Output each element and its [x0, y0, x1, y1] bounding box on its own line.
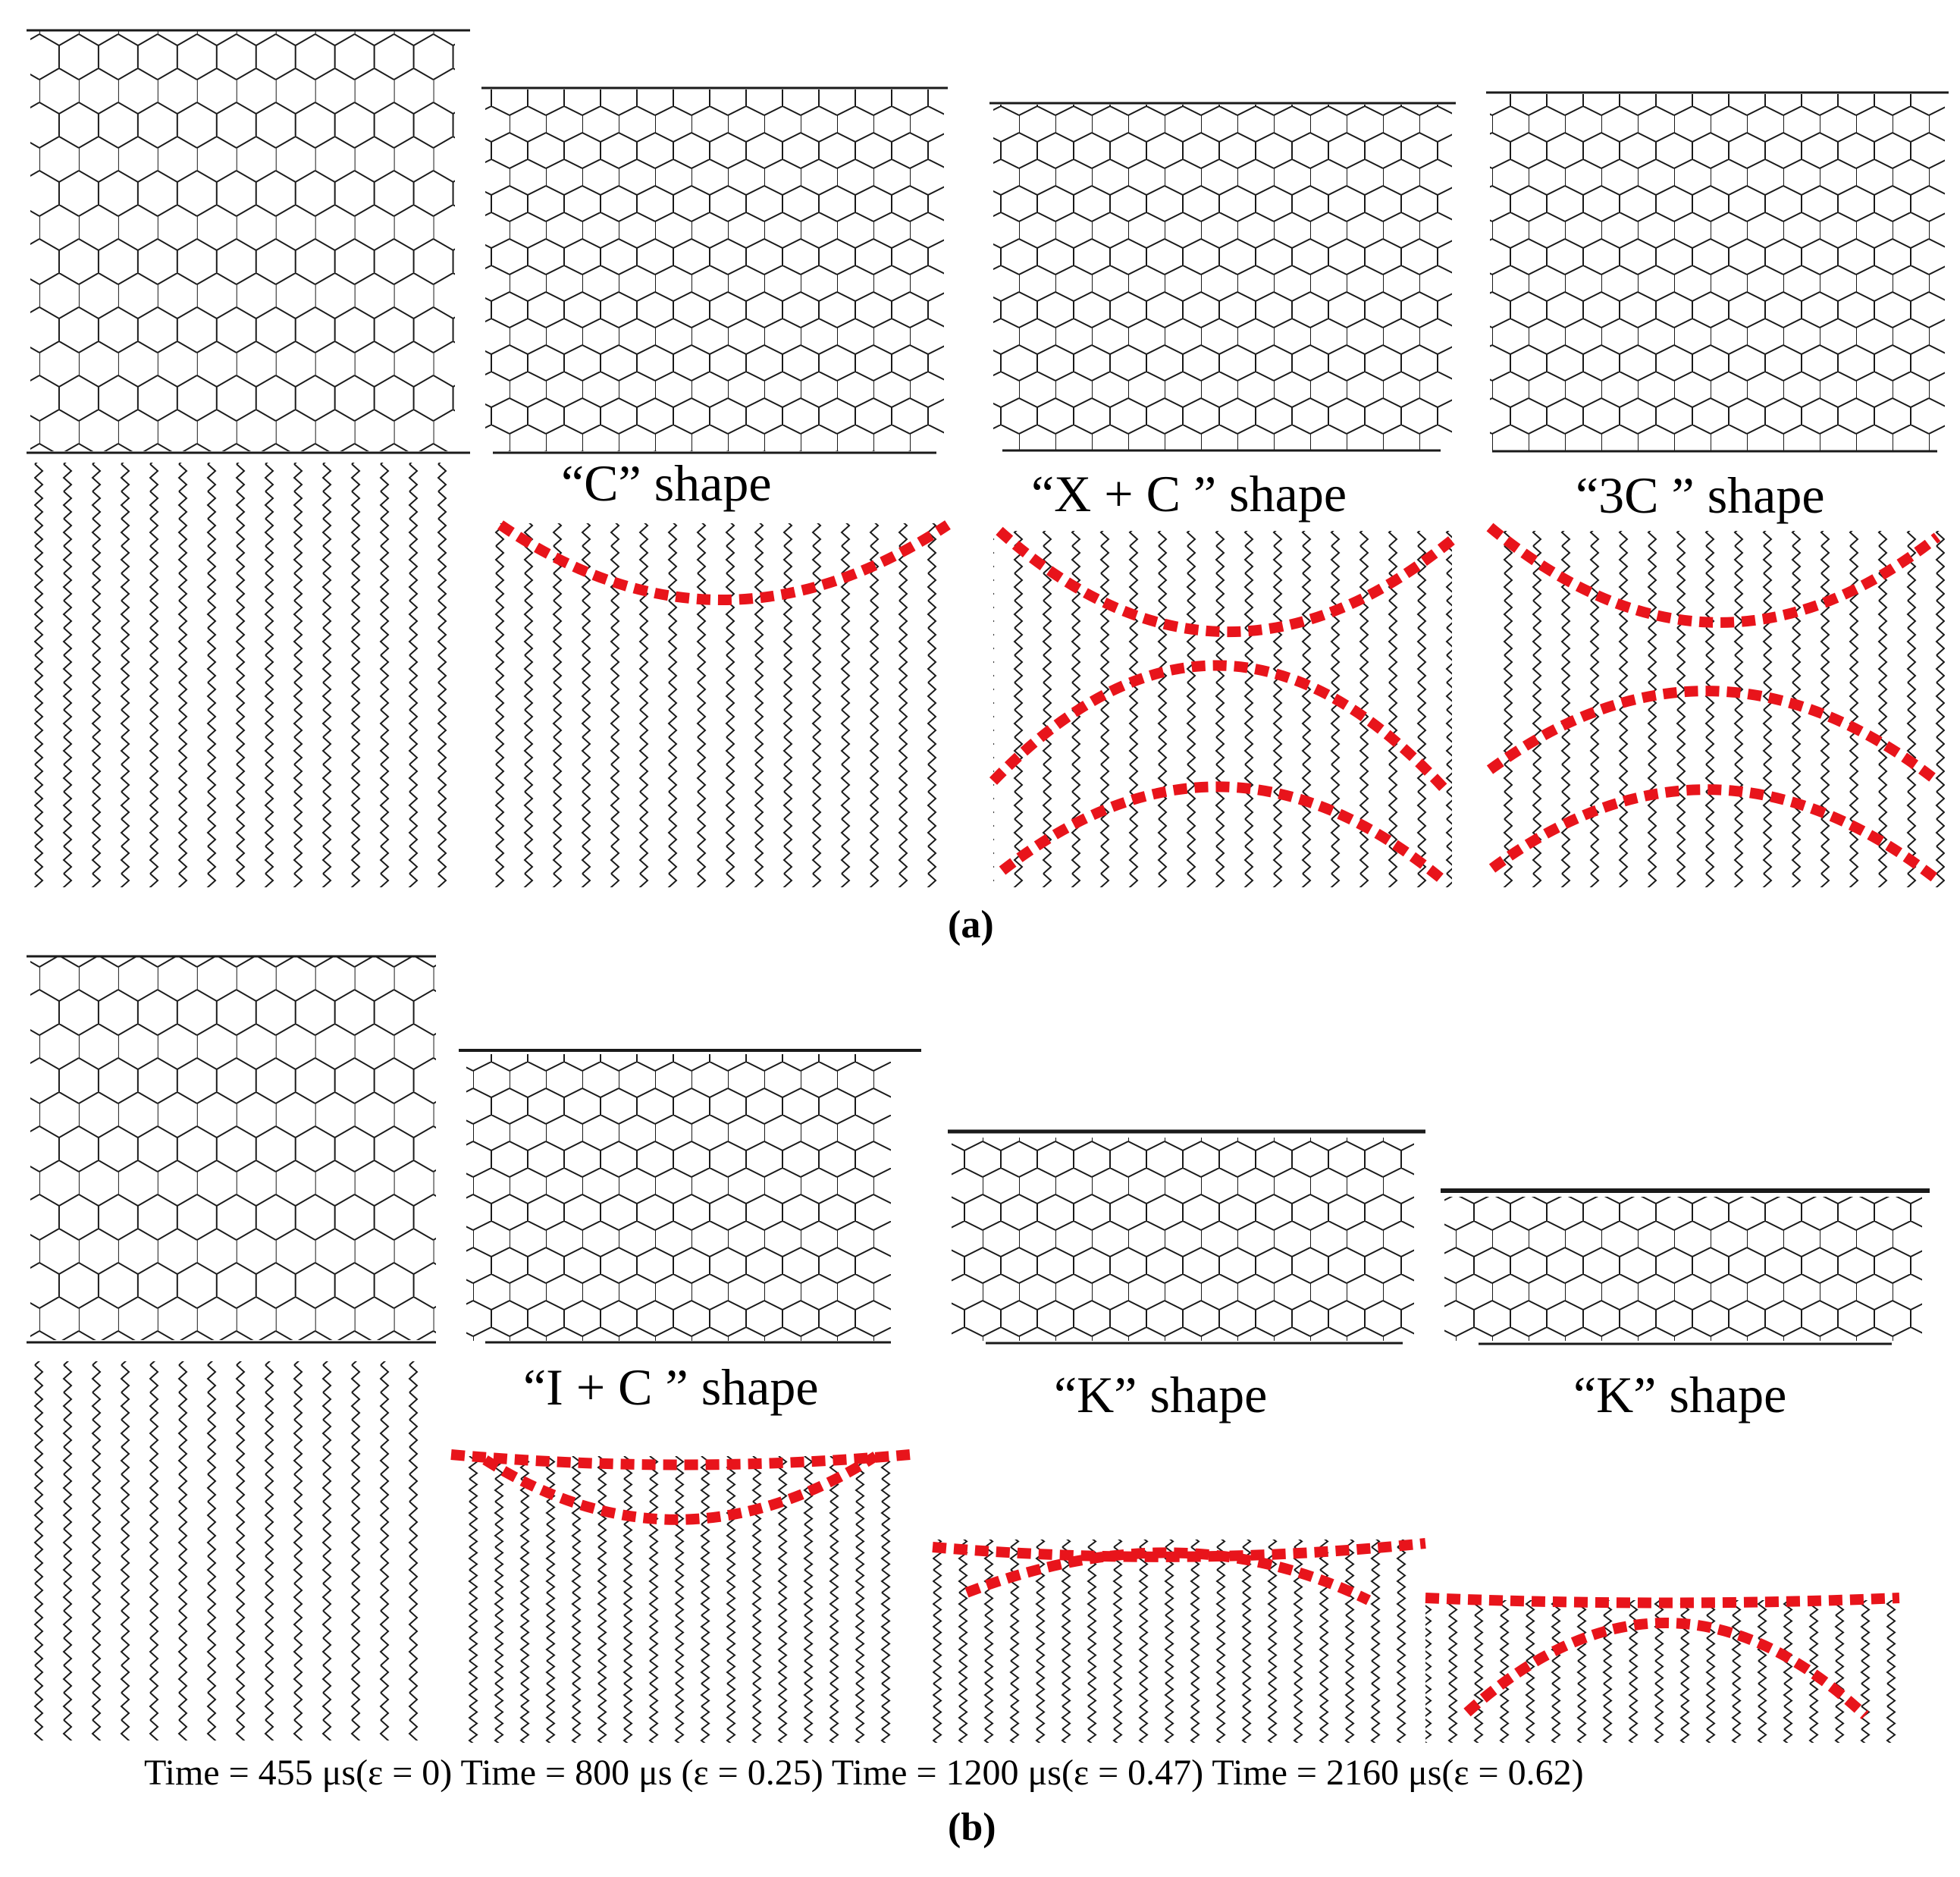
- time-label-1: Time = 455 μs(ε = 0): [144, 1753, 453, 1793]
- b-col1-zigzag: [30, 1361, 436, 1740]
- a-col4-c-band-1: [1486, 523, 1941, 628]
- a-col2-c-band: [497, 520, 951, 605]
- b-col4-honeycomb: [1441, 1188, 1930, 1345]
- b-col2-shape-label: “I + C ” shape: [523, 1358, 819, 1416]
- a-col3-x-band-2: [989, 660, 1449, 793]
- b-col3-i-band: [932, 1538, 1426, 1562]
- a-col2-zigzag: [485, 523, 944, 887]
- a-col3-shape-label: “X + C ” shape: [1031, 465, 1347, 523]
- b-col2-i-band: [450, 1449, 911, 1471]
- time-label-2: Time = 800 μs (ε = 0.25): [460, 1753, 823, 1793]
- part-a-label: (a): [948, 903, 994, 946]
- a-col1-zigzag: [34, 463, 455, 887]
- a-col4-zigzag: [1490, 531, 1945, 887]
- b-col4-i-band: [1425, 1593, 1900, 1609]
- b-col3-shape-label: “K” shape: [1054, 1366, 1268, 1423]
- a-col4-c-band-3: [1488, 784, 1941, 884]
- a-col2-honeycomb: [481, 86, 948, 454]
- b-col4-shape-label: “K” shape: [1573, 1366, 1787, 1423]
- b-col4-k-band: [1463, 1618, 1869, 1720]
- time-label-3: Time = 1200 μs(ε = 0.47): [831, 1753, 1204, 1793]
- a-col3-honeycomb: [989, 102, 1456, 452]
- a-col1-honeycomb: [27, 29, 470, 454]
- b-col3-honeycomb: [948, 1129, 1425, 1345]
- b-deformation-bands: [450, 1449, 1900, 1720]
- a-col2-shape-label: “C” shape: [561, 454, 772, 512]
- a-col4-shape-label: “3C ” shape: [1576, 466, 1825, 524]
- b-col2-c-band: [482, 1452, 879, 1525]
- b-col1-honeycomb: [27, 955, 436, 1344]
- b-col2-honeycomb: [459, 1049, 921, 1344]
- a-deformation-bands: [497, 520, 1941, 886]
- a-col4-honeycomb: [1486, 91, 1949, 453]
- part-b-label: (b): [948, 1806, 996, 1849]
- b-col3-k-band: [964, 1547, 1372, 1605]
- time-strain-caption: Time = 455 μs(ε = 0) Time = 800 μs (ε = …: [144, 1752, 1584, 1794]
- time-label-4: Time = 2160 μs(ε = 0.62): [1212, 1753, 1584, 1793]
- a-col4-c-band-2: [1486, 686, 1941, 786]
- b-col2-zigzag: [463, 1456, 906, 1743]
- a-col3-c-band: [999, 781, 1448, 886]
- b-col3-zigzag: [933, 1540, 1418, 1743]
